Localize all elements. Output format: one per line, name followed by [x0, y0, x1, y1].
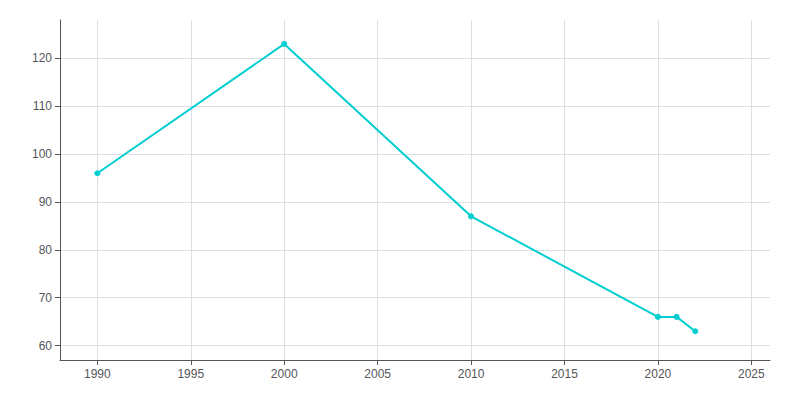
svg-text:1995: 1995: [177, 367, 204, 381]
svg-text:2010: 2010: [458, 367, 485, 381]
svg-text:2025: 2025: [738, 367, 765, 381]
svg-text:2015: 2015: [551, 367, 578, 381]
svg-text:100: 100: [32, 147, 52, 161]
svg-text:80: 80: [39, 243, 53, 257]
svg-text:2000: 2000: [271, 367, 298, 381]
svg-text:1990: 1990: [84, 367, 111, 381]
svg-text:70: 70: [39, 291, 53, 305]
svg-text:110: 110: [33, 99, 52, 113]
svg-text:2005: 2005: [364, 367, 391, 381]
svg-text:120: 120: [32, 51, 52, 65]
svg-text:2020: 2020: [645, 367, 672, 381]
svg-text:90: 90: [39, 195, 53, 209]
svg-text:60: 60: [39, 339, 53, 353]
